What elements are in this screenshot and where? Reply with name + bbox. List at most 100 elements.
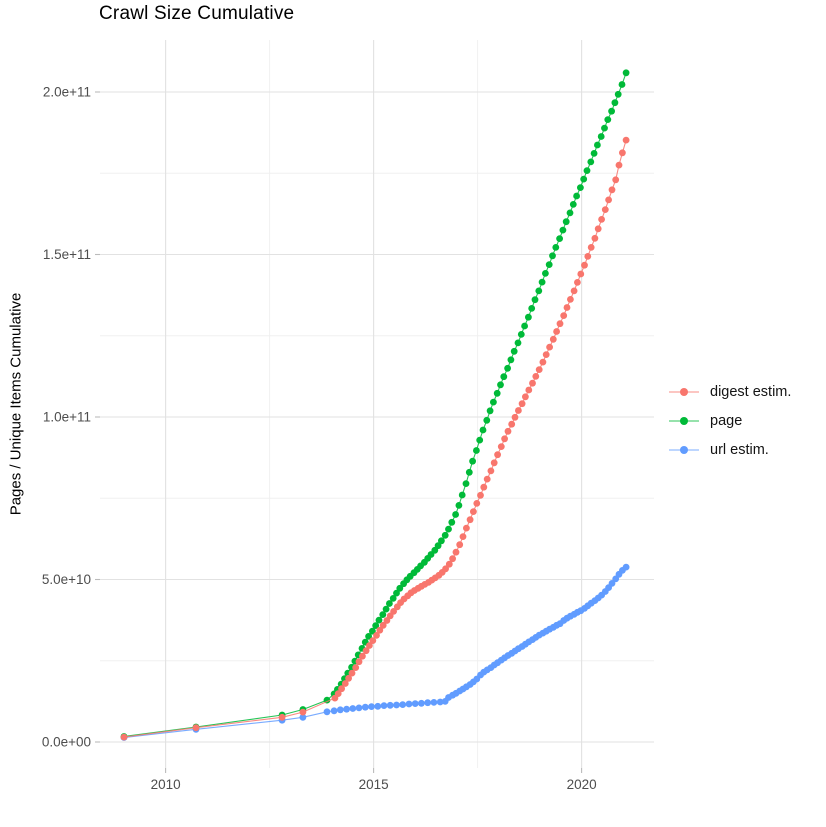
data-point-page: [604, 116, 612, 123]
data-point-digest-estim-: [278, 713, 286, 721]
data-point-page: [465, 468, 473, 476]
data-point-digest-estim-: [622, 136, 630, 144]
y-tick-label: 5.0e+10: [42, 572, 91, 587]
data-point-digest-estim-: [598, 216, 605, 223]
data-point-digest-estim-: [355, 658, 363, 666]
data-point-url-estim-: [424, 699, 432, 707]
data-point-url-estim-: [380, 702, 388, 709]
data-point-digest-estim-: [373, 632, 380, 639]
data-point-digest-estim-: [487, 467, 495, 475]
data-point-page: [611, 99, 619, 107]
data-point-page: [538, 278, 546, 286]
data-point-page: [618, 81, 626, 88]
data-point-digest-estim-: [556, 320, 564, 328]
data-point-page: [569, 201, 577, 208]
data-point-digest-estim-: [570, 287, 578, 295]
data-point-digest-estim-: [379, 621, 387, 629]
series-line-digest-estim-: [123, 139, 627, 738]
data-point-page: [542, 270, 549, 277]
data-point-url-estim-: [323, 708, 331, 716]
data-point-page: [562, 218, 570, 226]
data-point-page: [590, 150, 598, 157]
data-point-digest-estim-: [352, 664, 360, 671]
data-point-digest-estim-: [376, 626, 384, 634]
data-point-url-estim-: [374, 702, 382, 710]
data-point-page: [517, 331, 525, 338]
data-point-digest-estim-: [348, 669, 356, 677]
data-point-digest-estim-: [615, 161, 623, 169]
data-point-page: [434, 542, 442, 550]
data-point-page: [483, 416, 491, 424]
data-point-page: [577, 184, 584, 192]
data-point-digest-estim-: [560, 312, 568, 319]
x-tick-label: 2015: [359, 777, 389, 792]
data-point-url-estim-: [393, 701, 400, 709]
data-point-page: [521, 322, 528, 330]
data-point-digest-estim-: [120, 733, 128, 741]
data-point-digest-estim-: [341, 680, 349, 687]
data-point-page: [507, 356, 515, 364]
data-point-digest-estim-: [601, 206, 609, 214]
data-point-digest-estim-: [459, 533, 467, 540]
data-point-page: [549, 252, 556, 260]
data-point-url-estim-: [299, 713, 307, 721]
data-point-digest-estim-: [470, 508, 477, 515]
legend-item-url-estim: url estim.: [669, 435, 791, 464]
data-point-digest-estim-: [504, 427, 512, 435]
data-point-digest-estim-: [549, 335, 557, 343]
legend-label-page: page: [710, 412, 743, 429]
data-point-url-estim-: [430, 699, 438, 706]
data-point-digest-estim-: [563, 304, 571, 311]
data-point-page: [597, 133, 605, 140]
data-point-url-estim-: [349, 705, 357, 712]
legend-label-digest-estim: digest estim.: [710, 383, 792, 400]
data-point-digest-estim-: [525, 386, 533, 394]
data-point-digest-estim-: [587, 244, 595, 251]
data-point-page: [497, 381, 504, 389]
data-point-page: [365, 633, 372, 640]
data-point-page: [476, 436, 484, 444]
data-point-digest-estim-: [535, 366, 543, 373]
y-tick-label: 0.0e+00: [42, 735, 91, 750]
data-point-page: [500, 373, 508, 381]
data-point-url-estim-: [608, 580, 616, 587]
x-tick-label: 2010: [151, 777, 181, 792]
data-point-digest-estim-: [497, 443, 505, 450]
data-point-digest-estim-: [577, 270, 585, 278]
data-point-page: [445, 525, 452, 533]
data-point-page: [552, 244, 560, 251]
data-point-url-estim-: [411, 700, 419, 707]
data-point-url-estim-: [622, 563, 630, 571]
legend-item-digest-estim: digest estim.: [669, 377, 791, 406]
data-point-page: [594, 141, 601, 149]
data-point-page: [458, 491, 466, 499]
data-point-digest-estim-: [456, 541, 464, 549]
data-point-page: [535, 287, 543, 295]
data-point-page: [545, 261, 553, 268]
data-point-digest-estim-: [494, 451, 501, 459]
url-estim-key-icon: [669, 445, 699, 454]
data-point-page: [580, 175, 588, 183]
data-point-digest-estim-: [334, 690, 342, 697]
data-point-url-estim-: [343, 705, 350, 713]
data-point-page: [528, 305, 536, 312]
data-point-page: [587, 158, 595, 166]
data-point-digest-estim-: [452, 548, 460, 556]
y-tick-label: 2.0e+11: [43, 85, 91, 100]
data-point-digest-estim-: [529, 379, 536, 387]
legend: digest estim. page url estim.: [669, 377, 791, 464]
data-point-page: [438, 537, 445, 545]
data-point-page: [490, 398, 497, 406]
data-point-digest-estim-: [619, 149, 626, 157]
data-point-page: [462, 480, 470, 487]
data-point-page: [382, 605, 390, 613]
chart-title: Crawl Size Cumulative: [99, 3, 295, 24]
data-point-digest-estim-: [473, 500, 481, 507]
data-point-digest-estim-: [608, 186, 616, 194]
data-point-digest-estim-: [591, 234, 599, 242]
data-point-digest-estim-: [449, 555, 456, 563]
data-point-page: [393, 589, 400, 597]
data-point-page: [396, 584, 404, 592]
